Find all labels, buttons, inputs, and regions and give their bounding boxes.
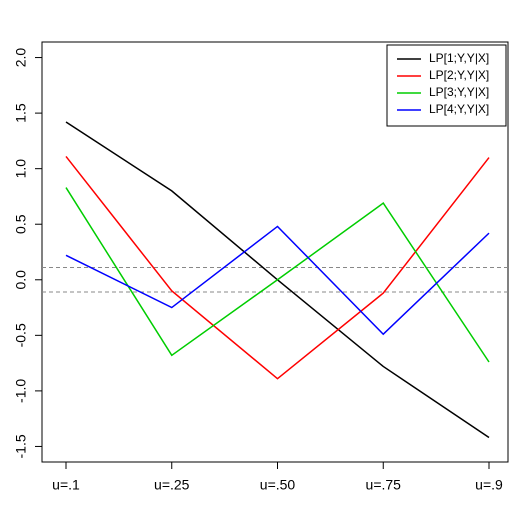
y-tick-label: 1.0 — [13, 159, 29, 179]
x-tick-label: u=.25 — [154, 477, 190, 493]
y-tick-label: 0.5 — [13, 214, 29, 234]
legend-label: LP[2;Y,Y|X] — [429, 68, 489, 82]
legend: LP[1;Y,Y|X] LP[2;Y,Y|X] LP[3;Y,Y|X] LP[4;Y,… — [386, 44, 507, 127]
series-line — [65, 155, 490, 380]
y-tick-label: 2.0 — [13, 48, 29, 68]
x-tick-label: u=.9 — [475, 477, 503, 493]
legend-label: LP[3;Y,Y|X] — [429, 85, 489, 99]
legend-label: LP[4;Y,Y|X] — [429, 102, 489, 116]
y-tick-label: -0.5 — [13, 323, 29, 347]
x-tick-label: u=.50 — [260, 477, 296, 493]
y-tick-label: 1.5 — [13, 103, 29, 123]
y-tick-label: 0.0 — [13, 270, 29, 290]
x-tick-label: u=.75 — [366, 477, 402, 493]
legend-label: LP[1;Y,Y|X] — [429, 51, 489, 65]
plot-box — [41, 41, 509, 463]
y-tick-label: -1.5 — [13, 434, 29, 458]
y-tick-label: -1.0 — [13, 379, 29, 403]
x-tick-label: u=.1 — [52, 477, 80, 493]
series-line — [65, 225, 490, 336]
series-line — [65, 187, 490, 363]
